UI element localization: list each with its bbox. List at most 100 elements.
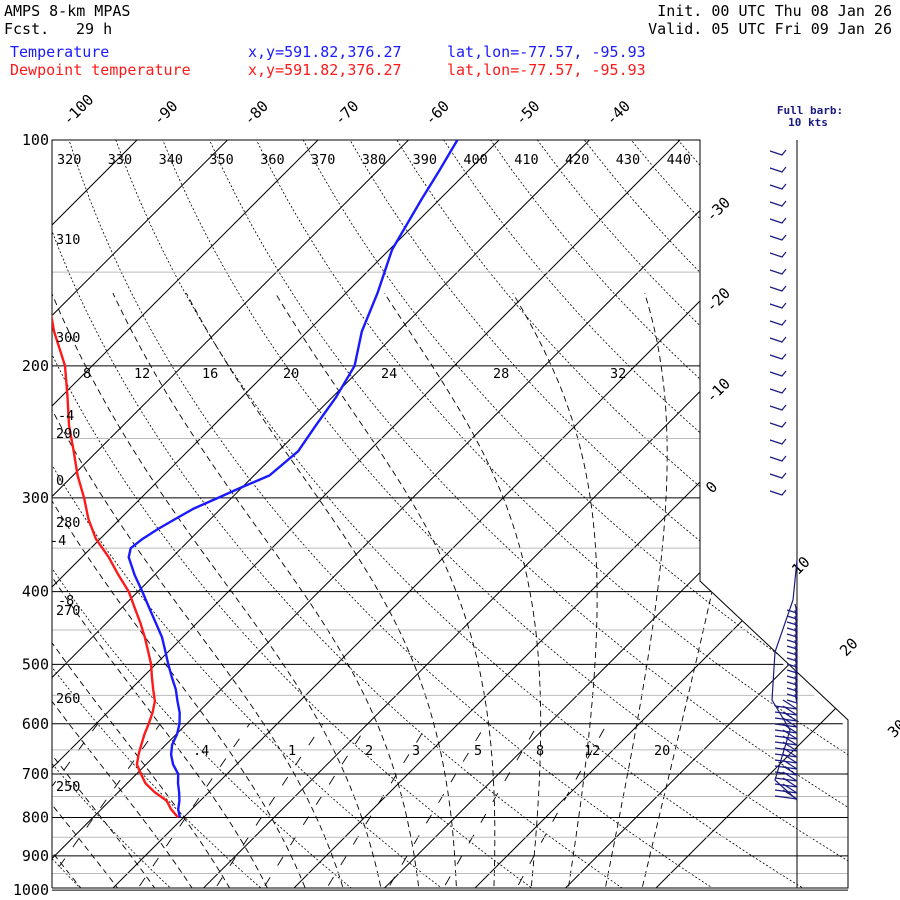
mixing-ratio-label: 12 [584,743,600,759]
dry-adiabat-line [162,140,848,888]
mixing-ratio-line [125,723,250,888]
dry-adiabat-line [52,140,283,888]
theta-label-top: 360 [260,152,284,168]
isotherm-label: 20 [836,634,862,660]
mixing-ratio-line [315,723,429,888]
wind-barb [774,717,798,728]
wind-barb [786,639,798,650]
dry-adiabat-line [724,140,848,888]
wind-barb [774,729,798,740]
dewpoint-xy: x,y=591.82,376.27 [248,61,402,79]
temperature-curve [127,140,459,818]
wind-barb [769,421,787,428]
wind-barb [786,663,798,674]
mixing-ratio-label: 1 [288,743,296,759]
wind-barb [769,166,787,173]
wind-barb [769,251,787,258]
wind-profile-line [771,559,798,801]
moist-adiabat-line [52,292,385,888]
moist-adiabat-line [52,292,313,888]
dry-adiabat-line [443,140,848,888]
wind-barb [774,699,798,710]
mixing-ratio-line [506,723,608,888]
wind-barb [786,687,798,698]
barb-legend-title: Full barb: [777,104,843,117]
dry-adiabat-line [630,140,848,888]
left-temp-label: -4 [58,408,74,424]
wind-barb [769,438,787,445]
moist-adiabat-line [52,292,349,888]
mixing-ratio-label: 2 [365,743,373,759]
pressure-tick-label: 100 [22,131,49,149]
wind-barb [786,681,798,692]
wind-barb [769,319,787,326]
wind-barb [769,353,787,360]
isotherm-label: -90 [150,97,182,129]
theta-label-left: 310 [56,232,80,248]
wind-barb [769,149,787,156]
wind-barb [769,455,787,462]
wind-barb [774,765,798,776]
wind-barb [769,285,787,292]
wind-barb [769,370,787,377]
isotherm-line [52,140,500,888]
theta-e-label: 20 [283,366,299,382]
wind-barb [774,783,798,794]
moist-adiabat-line [52,373,132,888]
wind-barb [786,609,798,620]
mixing-ratio-label: 8 [536,743,544,759]
moist-adiabat-line [185,292,458,888]
wind-barb [786,693,798,704]
theta-label-top: 440 [667,152,691,168]
dry-adiabat-line [256,140,848,888]
moist-adiabat-line [275,292,496,888]
wind-barb [774,711,798,722]
isotherm-line [200,140,848,888]
pressure-tick-label: 400 [22,583,49,601]
isotherm-label: -80 [240,97,272,129]
isotherm-label: -100 [59,91,97,129]
dry-adiabat-line [68,140,741,888]
dry-adiabat-line [52,140,558,888]
isotherm-label: -10 [702,374,734,406]
mixing-ratio-line [251,723,369,888]
isotherm-line [562,140,848,888]
theta-label-top: 340 [159,152,183,168]
wind-barb [769,472,787,479]
theta-label-top: 400 [463,152,487,168]
theta-e-label: 32 [610,366,626,382]
isotherm-line [381,140,848,888]
valid-time: Valid. 05 UTC Fri 09 Jan 26 [648,20,892,38]
wind-barb [769,404,787,411]
theta-label-left: 270 [56,603,80,619]
moist-adiabat-line [112,292,422,888]
wind-barb [769,200,787,207]
dry-adiabat-line [209,140,848,888]
forecast-label: Fcst. [4,20,50,38]
pressure-tick-label: 300 [22,489,49,507]
dry-adiabat-line [490,140,848,888]
init-time: Init. 00 UTC Thu 08 Jan 26 [657,2,892,20]
theta-label-top: 430 [616,152,640,168]
isotherm-line [52,140,590,888]
dry-adiabat-line [396,140,848,888]
dry-adiabat-line [0,140,6,900]
dry-adiabat-line [302,140,848,888]
mixing-ratio-label: 3 [412,743,420,759]
wind-barb [769,336,787,343]
wind-barb [769,234,787,241]
moist-adiabat-line [637,293,756,888]
theta-label-left: 290 [56,426,80,442]
wind-barb [786,651,798,662]
theta-label-left: 280 [56,515,80,531]
theta-e-label: 12 [134,366,150,382]
temperature-xy: x,y=591.82,376.27 [248,43,402,61]
isotherm-label: -30 [702,193,734,225]
isotherm-line [52,140,771,888]
left-temp-label: -8 [58,593,74,609]
wind-barb [786,675,798,686]
plot-border [51,139,849,889]
isotherm-label: 0 [702,478,721,497]
mixing-ratio-label: 5 [474,743,482,759]
wind-barb [774,771,798,782]
